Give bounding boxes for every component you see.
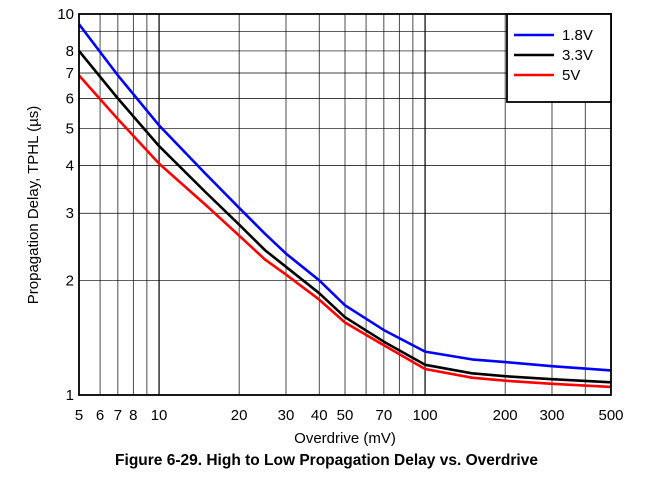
legend-box [506, 13, 612, 103]
series-line-3-3V [77, 50, 612, 384]
legend-label: 3.3V [562, 47, 593, 64]
x-tick-label: 8 [129, 407, 137, 424]
y-tick-label: 5 [66, 121, 74, 138]
x-tick-label: 5 [75, 407, 83, 424]
y-axis-label: Propagation Delay, TPHL (µs) [25, 106, 42, 304]
x-tick-label: 6 [96, 407, 104, 424]
x-tick-label: 30 [278, 407, 295, 424]
y-tick-label: 7 [66, 65, 74, 82]
x-tick-label: 100 [413, 407, 438, 424]
y-tick-label: 10 [57, 6, 74, 23]
y-tick-label: 2 [66, 272, 74, 289]
y-tick-label: 8 [66, 43, 74, 60]
x-tick-label: 50 [337, 407, 354, 424]
legend-label: 5V [562, 67, 580, 84]
chart: 5 6 7 8 10 20 30 40 50 70 100 200 300 500 1234567810 … [25, 6, 624, 447]
figure-caption: Figure 6-29. High to Low Propagation Del… [115, 452, 538, 469]
x-tick-label: 300 [539, 407, 564, 424]
x-tick-label: 500 [598, 407, 623, 424]
x-axis-label: Overdrive (mV) [294, 430, 396, 447]
grid-major [158, 14, 426, 395]
y-tick-label: 3 [66, 205, 74, 222]
x-tick-label: 10 [151, 407, 168, 424]
series-line-1-8V [77, 23, 612, 372]
y-tick-label: 4 [66, 158, 74, 175]
series-layer [77, 23, 612, 389]
legend-label: 1.8V [562, 27, 593, 44]
legend: 1.8V 3.3V 5V [506, 13, 612, 103]
series-line-5V [78, 74, 612, 389]
x-tick-label: 7 [114, 407, 122, 424]
x-tick-label: 200 [493, 407, 518, 424]
plot-frame [78, 13, 612, 396]
x-tick-label: 70 [376, 407, 393, 424]
x-tick-labels: 5 6 7 8 10 20 30 40 50 70 100 200 300 500 [75, 407, 624, 424]
y-tick-labels: 1 2 3 4 5 6 7 8 10 [57, 6, 74, 404]
y-tick-label: 1 [66, 387, 74, 404]
x-tick-label: 40 [311, 407, 328, 424]
x-tick-label: 20 [231, 407, 248, 424]
y-tick-label: 6 [66, 91, 74, 108]
